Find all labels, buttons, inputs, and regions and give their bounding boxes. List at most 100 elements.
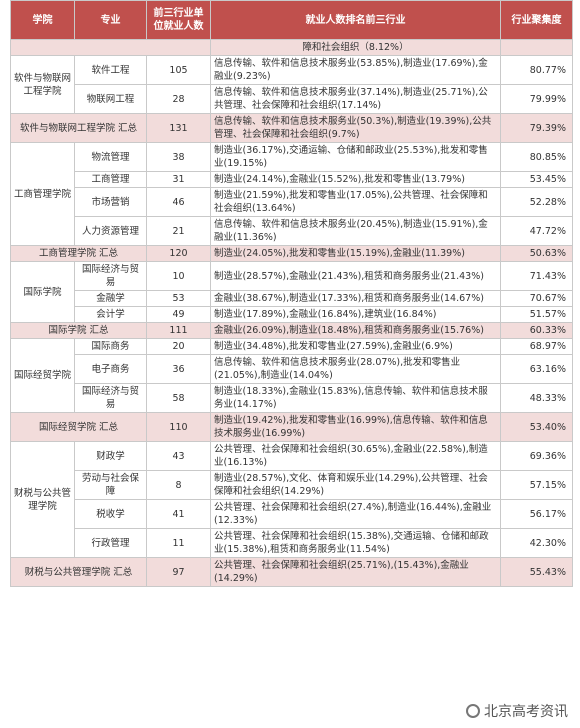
- summary-label: 国际经贸学院 汇总: [10, 412, 147, 442]
- industry-cell: 信息传输、软件和信息技术服务业(20.45%),制造业(15.91%),金融业(…: [210, 216, 501, 246]
- header-row: 学院 专业 前三行业单位就业人数 就业人数排名前三行业 行业聚集度: [10, 0, 573, 40]
- count-cell: 53: [146, 290, 211, 307]
- industry-cell: 公共管理、社会保障和社会组织(30.65%),金融业(22.58%),制造业(1…: [210, 441, 501, 471]
- industry-cell: 金融业(38.67%),制造业(17.33%),租赁和商务服务业(14.67%): [210, 290, 501, 307]
- major-row: 税收学 41 公共管理、社会保障和社会组织(27.4%),制造业(16.44%),金…: [11, 499, 573, 529]
- employment-table: 学院 专业 前三行业单位就业人数 就业人数排名前三行业 行业聚集度 障和社会组织（8.1…: [10, 0, 573, 587]
- concentration-cell: 53.45%: [500, 171, 573, 188]
- industry-cell: 制造业(17.89%),金融业(16.84%),建筑业(16.84%): [210, 306, 501, 323]
- industry-cell: 制造业(24.14%),金融业(15.52%),批发和零售业(13.79%): [210, 171, 501, 188]
- concentration-cell: 48.33%: [500, 383, 573, 413]
- major-row: 工商管理学院 物流管理 38 制造业(36.17%),交通运输、仓储和邮政业(25.5…: [10, 142, 573, 246]
- count-cell: 8: [146, 470, 211, 500]
- industry-cell: 公共管理、社会保障和社会组织(25.71%),(15.43%),金融业(14.2…: [210, 557, 501, 587]
- industry-cell: 障和社会组织（8.12%）: [210, 39, 501, 56]
- industry-cell: 制造业(21.59%),批发和零售业(17.05%),公共管理、社会保障和社会组…: [210, 187, 501, 217]
- concentration-cell: 53.40%: [500, 412, 573, 442]
- summary-label: 财税与公共管理学院 汇总: [10, 557, 147, 587]
- major-cell: 国际经济与贸易: [74, 383, 147, 413]
- summary-row: 软件与物联网工程学院 汇总 131 信息传输、软件和信息技术服务业(50.3%),制…: [10, 113, 573, 143]
- cell: [10, 39, 211, 56]
- count-cell: 58: [146, 383, 211, 413]
- major-cell: 市场营销: [74, 187, 147, 217]
- concentration-cell: 70.67%: [500, 290, 573, 307]
- count-cell: 31: [146, 171, 211, 188]
- concentration-cell: 60.33%: [500, 322, 573, 339]
- concentration-cell: 71.43%: [500, 261, 573, 291]
- industry-cell: 制造业(19.42%),批发和零售业(16.99%),信息传输、软件和信息技术服…: [210, 412, 501, 442]
- industry-cell: 公共管理、社会保障和社会组织(15.38%),交通运输、仓储和邮政业(15.38…: [210, 528, 501, 558]
- major-row: 国际经济与贸易 58 制造业(18.33%),金融业(15.83%),信息传输、软件…: [11, 383, 573, 413]
- college-cell: 国际经贸学院: [10, 338, 75, 413]
- header-cell: 学院: [10, 0, 75, 40]
- count-cell: 110: [146, 412, 211, 442]
- count-cell: 105: [146, 55, 211, 85]
- industry-cell: 公共管理、社会保障和社会组织(27.4%),制造业(16.44%),金融业(12…: [210, 499, 501, 529]
- fragment-row: 障和社会组织（8.12%）: [10, 39, 573, 56]
- major-row: 行政管理 11 公共管理、社会保障和社会组织(15.38%),交通运输、仓储和邮政业…: [11, 528, 573, 558]
- table-body: 障和社会组织（8.12%） 软件与物联网工程学院 软件工程 105 信息传输、软件和信息…: [10, 39, 573, 587]
- count-cell: 28: [146, 84, 211, 114]
- summary-row: 工商管理学院 汇总 120 制造业(24.05%),批发和零售业(15.19%),金…: [10, 245, 573, 262]
- major-cell: 劳动与社会保障: [74, 470, 147, 500]
- major-cell: 会计学: [74, 306, 147, 323]
- concentration-cell: 68.97%: [500, 338, 573, 355]
- count-cell: 43: [146, 441, 211, 471]
- major-cell: 物流管理: [74, 142, 147, 172]
- major-row: 人力资源管理 21 信息传输、软件和信息技术服务业(20.45%),制造业(15.9…: [11, 216, 573, 246]
- count-cell: 41: [146, 499, 211, 529]
- industry-cell: 信息传输、软件和信息技术服务业(28.07%),批发和零售业(21.05%),制…: [210, 354, 501, 384]
- major-cell: 税收学: [74, 499, 147, 529]
- major-row: 物联网工程 28 信息传输、软件和信息技术服务业(37.14%),制造业(25.71…: [11, 84, 573, 114]
- concentration-cell: 42.30%: [500, 528, 573, 558]
- industry-cell: 制造业(34.48%),批发和零售业(27.59%),金融业(6.9%): [210, 338, 501, 355]
- summary-label: 软件与物联网工程学院 汇总: [10, 113, 147, 143]
- major-cell: 金融学: [74, 290, 147, 307]
- concentration-cell: 47.72%: [500, 216, 573, 246]
- count-cell: 97: [146, 557, 211, 587]
- major-cell: 国际商务: [74, 338, 147, 355]
- major-row: 电子商务 36 信息传输、软件和信息技术服务业(28.07%),批发和零售业(21.…: [11, 354, 573, 384]
- major-cell: 行政管理: [74, 528, 147, 558]
- concentration-cell: 50.63%: [500, 245, 573, 262]
- major-row: 会计学 49 制造业(17.89%),金融业(16.84%),建筑业(16.84%)…: [11, 306, 573, 323]
- major-row: 劳动与社会保障 8 制造业(28.57%),文化、体育和娱乐业(14.29%),公共…: [11, 470, 573, 500]
- header-cell: 前三行业单位就业人数: [146, 0, 211, 40]
- major-row: 市场营销 46 制造业(21.59%),批发和零售业(17.05%),公共管理、社会…: [11, 187, 573, 217]
- header-cell: 就业人数排名前三行业: [210, 0, 501, 40]
- industry-cell: 金融业(26.09%),制造业(18.48%),租赁和商务服务业(15.76%): [210, 322, 501, 339]
- industry-cell: 制造业(28.57%),文化、体育和娱乐业(14.29%),公共管理、社会保障和…: [210, 470, 501, 500]
- concentration-cell: 63.16%: [500, 354, 573, 384]
- college-cell: 国际学院: [10, 261, 75, 323]
- concentration-cell: 57.15%: [500, 470, 573, 500]
- count-cell: 111: [146, 322, 211, 339]
- major-cell: 电子商务: [74, 354, 147, 384]
- concentration-cell: 79.99%: [500, 84, 573, 114]
- concentration-cell: 56.17%: [500, 499, 573, 529]
- major-cell: 人力资源管理: [74, 216, 147, 246]
- watermark-icon: [466, 704, 480, 718]
- summary-label: 国际学院 汇总: [10, 322, 147, 339]
- header-cell: 专业: [74, 0, 147, 40]
- count-cell: 46: [146, 187, 211, 217]
- concentration-cell: 51.57%: [500, 306, 573, 323]
- cell: [500, 39, 573, 56]
- count-cell: 49: [146, 306, 211, 323]
- summary-row: 国际经贸学院 汇总 110 制造业(19.42%),批发和零售业(16.99%),信…: [10, 412, 573, 442]
- college-cell: 工商管理学院: [10, 142, 75, 246]
- concentration-cell: 79.39%: [500, 113, 573, 143]
- college-cell: 财税与公共管理学院: [10, 441, 75, 558]
- major-cell: 工商管理: [74, 171, 147, 188]
- count-cell: 38: [146, 142, 211, 172]
- count-cell: 10: [146, 261, 211, 291]
- summary-row: 国际学院 汇总 111 金融业(26.09%),制造业(18.48%),租赁和商务服…: [10, 322, 573, 339]
- watermark-text: 北京高考资讯: [484, 704, 568, 720]
- count-cell: 120: [146, 245, 211, 262]
- major-cell: 国际经济与贸易: [74, 261, 147, 291]
- count-cell: 11: [146, 528, 211, 558]
- major-cell: 财政学: [74, 441, 147, 471]
- major-row: 财税与公共管理学院 财政学 43 公共管理、社会保障和社会组织(30.65%),金融业…: [10, 441, 573, 558]
- industry-cell: 制造业(24.05%),批发和零售业(15.19%),金融业(11.39%): [210, 245, 501, 262]
- count-cell: 131: [146, 113, 211, 143]
- major-row: 工商管理 31 制造业(24.14%),金融业(15.52%),批发和零售业(13.…: [11, 171, 573, 188]
